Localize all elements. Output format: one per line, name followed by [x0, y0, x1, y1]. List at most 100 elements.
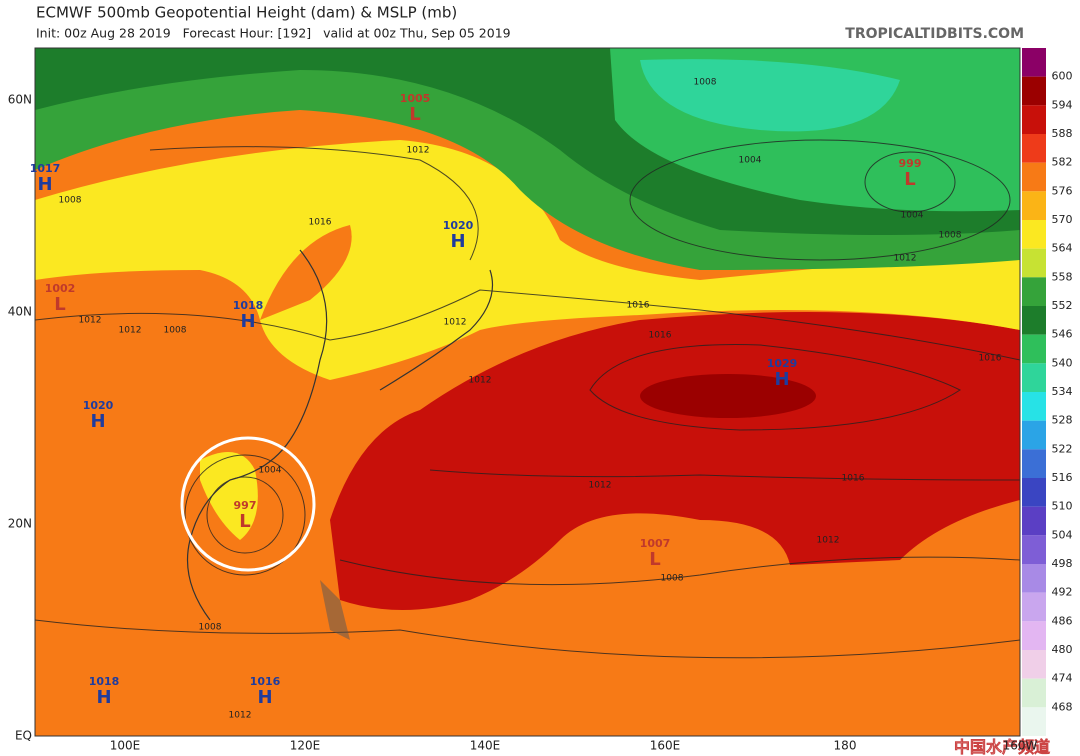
colorbar-cell — [1022, 248, 1046, 278]
height-fill — [260, 225, 352, 320]
center-symbol: H — [774, 369, 789, 390]
coastline — [186, 249, 328, 621]
center-symbol: H — [257, 687, 272, 708]
lat-label: 60N — [8, 93, 32, 107]
colorbar-cell — [1022, 277, 1046, 306]
lat-label: 20N — [8, 517, 32, 531]
lon-label: 120E — [290, 739, 321, 753]
lon-label: 180 — [834, 739, 857, 753]
colorbar-label: 486 — [1052, 614, 1073, 627]
isobar-label: 1012 — [79, 316, 102, 326]
center-symbol: L — [649, 549, 660, 570]
colorbar-cell — [1022, 449, 1046, 478]
center-symbol: L — [239, 511, 250, 532]
center-value: 997 — [234, 499, 257, 512]
isobar-label: 1012 — [589, 481, 612, 491]
isobar-label: 1016 — [979, 354, 1002, 364]
map-area — [35, 48, 1020, 736]
isobar — [429, 469, 1020, 481]
colorbar-cell — [1022, 76, 1046, 106]
isobar-label: 1012 — [817, 536, 840, 546]
center-symbol: H — [90, 411, 105, 432]
isobar — [35, 289, 1020, 361]
isobar-label: 1008 — [939, 231, 962, 241]
colorbar-cell — [1022, 506, 1046, 536]
center-symbol: H — [96, 687, 111, 708]
colorbar-label: 492 — [1052, 586, 1073, 599]
colorbar-cell — [1022, 191, 1046, 220]
isobar-label: 1008 — [59, 196, 82, 206]
colorbar-cell — [1022, 650, 1046, 679]
colorbar-cell — [1022, 592, 1046, 622]
center-value: 1002 — [45, 282, 76, 295]
isobar-label: 1012 — [119, 326, 142, 336]
lon-label: 140E — [470, 739, 501, 753]
isobar-label: 1016 — [649, 331, 672, 341]
colorbar-cell — [1022, 535, 1046, 564]
colorbar-label: 558 — [1052, 270, 1073, 283]
highlight-circle — [180, 436, 316, 572]
colorbar-label: 540 — [1052, 356, 1073, 369]
isobar-label: 1012 — [444, 318, 467, 328]
height-fill — [330, 312, 1020, 610]
isobar-label: 1016 — [842, 474, 865, 484]
center-value: 1029 — [767, 357, 798, 370]
isobar — [206, 476, 284, 554]
subtitle: Init: 00z Aug 28 2019 Forecast Hour: [19… — [36, 26, 511, 41]
lon-label: 160E — [650, 739, 681, 753]
isobar-label: 1004 — [901, 211, 924, 221]
lon-label: 100E — [110, 739, 141, 753]
isobar-label: 1008 — [164, 326, 187, 336]
isobar-label: 1008 — [199, 623, 222, 633]
isobar-label: 1016 — [309, 218, 332, 228]
colorbar-label: 600 — [1052, 70, 1073, 83]
colorbar-cell — [1022, 162, 1046, 192]
colorbar-cell — [1022, 334, 1046, 364]
map-frame — [34, 47, 1021, 737]
colorbar-label: 546 — [1052, 328, 1073, 341]
center-value: 1020 — [83, 399, 114, 412]
lat-label: 40N — [8, 305, 32, 319]
colorbar-label: 534 — [1052, 385, 1073, 398]
colorbar-cell — [1022, 363, 1046, 392]
coastline — [320, 580, 350, 640]
isobar-label: 1004 — [259, 466, 282, 476]
height-fill — [640, 59, 900, 132]
lon-label: 160W — [1003, 739, 1038, 753]
colorbar-label: 516 — [1052, 471, 1073, 484]
isobar — [184, 454, 306, 576]
colorbar-cell — [1022, 420, 1046, 450]
colorbar-label: 522 — [1052, 442, 1073, 455]
isobar — [339, 556, 1020, 586]
isobar-label: 1012 — [229, 711, 252, 721]
height-fill — [200, 452, 258, 540]
colorbar-label: 582 — [1052, 156, 1073, 169]
isobar — [629, 139, 1011, 261]
colorbar-cell — [1022, 392, 1046, 421]
center-symbol: H — [37, 174, 52, 195]
colorbar-label: 474 — [1052, 672, 1073, 685]
colorbar-cell — [1022, 707, 1046, 736]
isobar-label: 1008 — [694, 78, 717, 88]
colorbar-label: 528 — [1052, 414, 1073, 427]
colorbar-label: 468 — [1052, 700, 1073, 713]
colorbar-label: 504 — [1052, 528, 1073, 541]
colorbar-label: 480 — [1052, 643, 1073, 656]
colorbar-label: 552 — [1052, 299, 1073, 312]
colorbar-label: 510 — [1052, 500, 1073, 513]
isobar — [35, 619, 1020, 659]
colorbar-label: 570 — [1052, 213, 1073, 226]
height-fill — [640, 374, 816, 418]
colorbar-cell — [1022, 134, 1046, 163]
colorbar-label: 498 — [1052, 557, 1073, 570]
isobar-label: 1012 — [469, 376, 492, 386]
center-value: 1020 — [443, 219, 474, 232]
isobar-label: 1012 — [894, 254, 917, 264]
center-symbol: H — [450, 231, 465, 252]
isobar — [589, 344, 961, 431]
center-value: 999 — [899, 157, 922, 170]
center-symbol: L — [409, 104, 420, 125]
center-symbol: H — [240, 311, 255, 332]
isobar-label: 1008 — [661, 574, 684, 584]
